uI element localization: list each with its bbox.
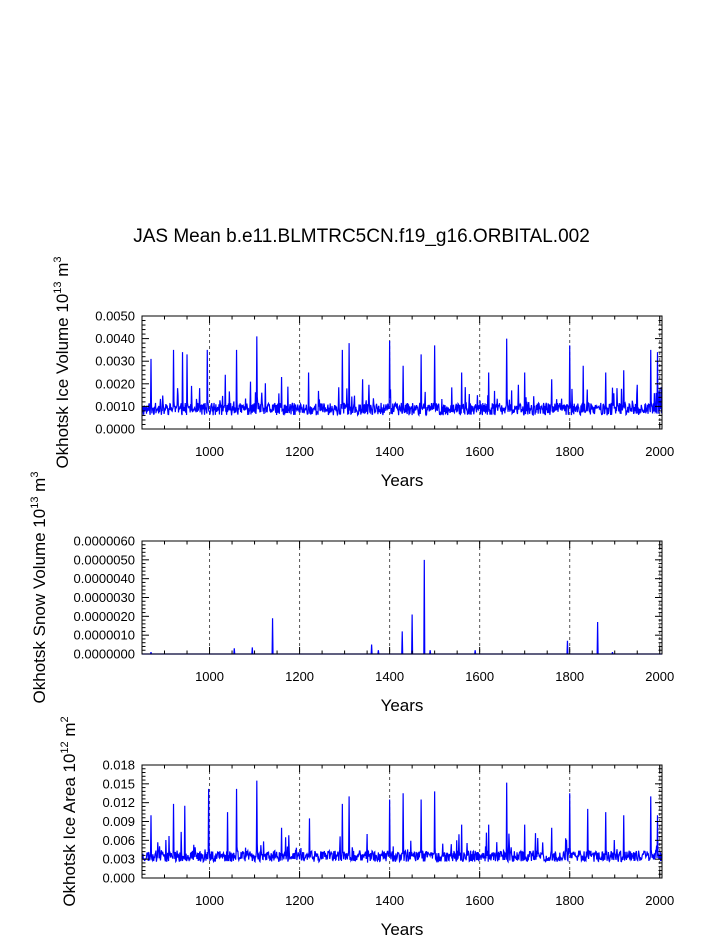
- x-tick-label: 2000: [645, 669, 674, 684]
- x-axis-label: Years: [381, 696, 424, 715]
- x-tick-label: 1000: [195, 893, 224, 908]
- x-tick-label: 2000: [645, 893, 674, 908]
- x-tick-label: 1000: [195, 669, 224, 684]
- y-tick-label: 0.000: [102, 871, 135, 886]
- y-tick-label: 0.015: [102, 776, 135, 791]
- y-tick-label: 0.009: [102, 814, 135, 829]
- y-tick-label: 0.0000030: [74, 590, 135, 605]
- data-series-line: [141, 780, 663, 864]
- y-tick-label: 0.0050: [95, 309, 135, 324]
- data-series-line: [141, 336, 663, 417]
- x-tick-label: 1800: [555, 893, 584, 908]
- x-tick-label: 1800: [555, 669, 584, 684]
- x-tick-label: 1400: [375, 893, 404, 908]
- x-tick-label: 1400: [375, 669, 404, 684]
- y-tick-label: 0.0040: [95, 331, 135, 346]
- y-axis-label: Okhotsk Ice Area 1012 m2: [59, 716, 79, 906]
- y-tick-label: 0.0000010: [74, 628, 135, 643]
- x-tick-label: 1800: [555, 444, 584, 459]
- x-tick-label: 1200: [285, 444, 314, 459]
- x-tick-label: 1600: [465, 669, 494, 684]
- x-tick-label: 1600: [465, 893, 494, 908]
- y-tick-label: 0.0000050: [74, 552, 135, 567]
- x-tick-label: 1200: [285, 669, 314, 684]
- x-axis-label: Years: [381, 471, 424, 490]
- x-tick-label: 1400: [375, 444, 404, 459]
- panel-3: 1000 1200 1400 1600 1800 2000 0.000 0.003 0.006 0…: [59, 716, 674, 935]
- page-title: JAS Mean b.e11.BLMTRC5CN.f19_g16.ORBITAL…: [133, 226, 590, 247]
- x-tick-label: 2000: [645, 444, 674, 459]
- y-tick-label: 0.018: [102, 758, 135, 773]
- y-tick-label: 0.0000040: [74, 571, 135, 586]
- y-tick-label: 0.0030: [95, 354, 135, 369]
- x-tick-label: 1200: [285, 893, 314, 908]
- x-tick-label: 1600: [465, 444, 494, 459]
- plot-frame: [141, 315, 663, 430]
- y-tick-label: 0.003: [102, 852, 135, 867]
- data-series-line: [142, 559, 662, 655]
- y-axis-label: Okhotsk Snow Volume 1013 m3: [29, 472, 49, 704]
- y-tick-label: 0.006: [102, 833, 135, 848]
- y-tick-label: 0.0000000: [74, 647, 135, 662]
- y-tick-label: 0.0000020: [74, 609, 135, 624]
- x-tick-label: 1000: [195, 444, 224, 459]
- x-axis-label: Years: [381, 920, 424, 935]
- y-tick-label: 0.0010: [95, 399, 135, 414]
- y-axis-label: Okhotsk Ice Volume 1013 m3: [52, 256, 72, 468]
- y-tick-label: 0.0020: [95, 376, 135, 391]
- y-tick-label: 0.012: [102, 795, 135, 810]
- panel-1: 1000 1200 1400 1600 1800 2000 0.0000 0.0010 0.00…: [52, 256, 674, 490]
- y-tick-label: 0.0000060: [74, 534, 135, 549]
- y-tick-label: 0.0000: [95, 422, 135, 437]
- panel-2: 1000 1200 1400 1600 1800 2000 0.0000000 0.00000…: [29, 472, 674, 715]
